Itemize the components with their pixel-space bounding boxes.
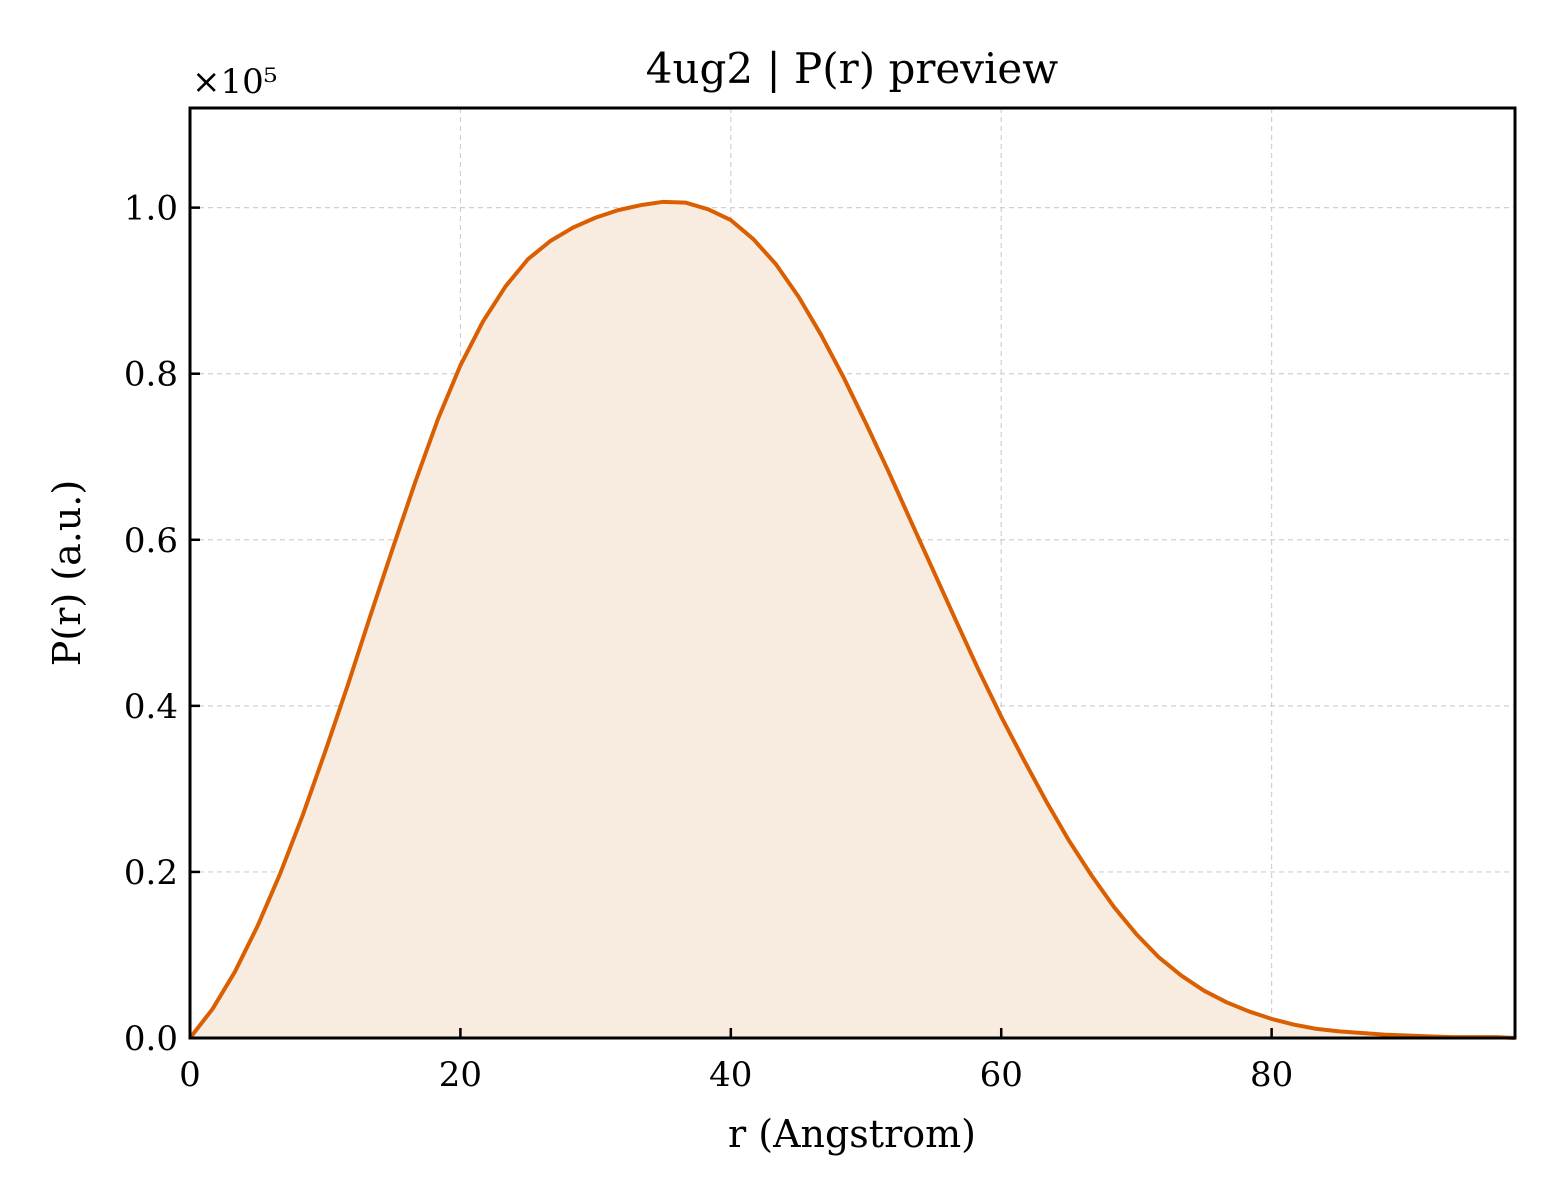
y-tick-label: 0.0 bbox=[124, 1019, 178, 1059]
plot-frame bbox=[188, 106, 1517, 1040]
x-tick-label: 20 bbox=[439, 1055, 482, 1095]
y-tick-label: 1.0 bbox=[124, 189, 178, 229]
pr-area-fill bbox=[190, 201, 1515, 1038]
x-tick-label: 80 bbox=[1250, 1055, 1293, 1095]
y-axis-label: P(r) (a.u.) bbox=[45, 480, 89, 666]
chart-title: 4ug2 | P(r) preview bbox=[646, 44, 1059, 93]
y-tick-label: 0.4 bbox=[124, 687, 178, 727]
y-tick-label: 0.8 bbox=[124, 355, 178, 395]
axis-ticks: 0 20 40 60 80 0.0 0.2 0.4 0.6 0.8 1.0 bbox=[124, 189, 1293, 1095]
y-tick-label: 0.6 bbox=[124, 521, 178, 561]
x-axis-label: r (Angstrom) bbox=[728, 1112, 976, 1156]
x-tick-label: 60 bbox=[980, 1055, 1023, 1095]
y-multiplier-label: ×10⁵ bbox=[192, 62, 277, 102]
x-tick-label: 40 bbox=[709, 1055, 752, 1095]
pr-curve-line bbox=[188, 199, 1516, 1040]
x-tick-label: 0 bbox=[179, 1055, 201, 1095]
y-tick-label: 0.2 bbox=[124, 853, 178, 893]
